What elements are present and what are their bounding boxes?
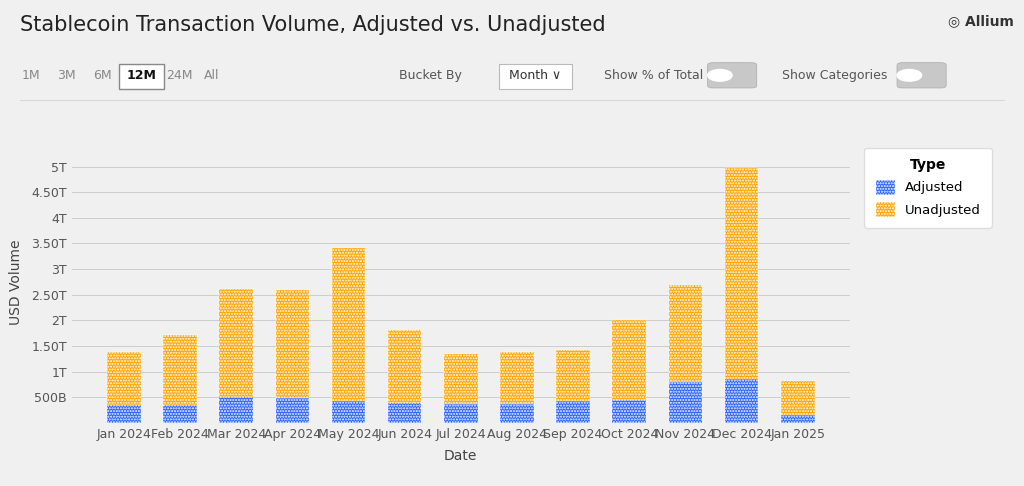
Text: Stablecoin Transaction Volume, Adjusted vs. Unadjusted: Stablecoin Transaction Volume, Adjusted …: [20, 15, 606, 35]
Bar: [725, 379, 759, 423]
Bar: [219, 397, 253, 423]
Bar: [612, 400, 646, 423]
Text: 12M: 12M: [126, 69, 157, 82]
Text: Bucket By: Bucket By: [398, 69, 462, 82]
Bar: [388, 330, 422, 403]
X-axis label: Date: Date: [444, 449, 477, 463]
Bar: [500, 352, 534, 404]
Bar: [219, 289, 253, 397]
Bar: [332, 247, 366, 401]
Bar: [444, 354, 477, 404]
Bar: [108, 352, 140, 405]
Bar: [556, 350, 590, 401]
Bar: [444, 404, 477, 423]
Text: Month ∨: Month ∨: [510, 69, 561, 82]
Text: Show % of Total: Show % of Total: [604, 69, 702, 82]
Bar: [612, 320, 646, 400]
Bar: [725, 168, 759, 379]
Bar: [669, 382, 702, 423]
Bar: [108, 405, 140, 423]
Bar: [163, 405, 197, 423]
Y-axis label: USD Volume: USD Volume: [9, 239, 23, 325]
Bar: [275, 398, 309, 423]
Bar: [332, 401, 366, 423]
Text: Show Categories: Show Categories: [782, 69, 887, 82]
Text: ◎ Allium: ◎ Allium: [948, 15, 1014, 29]
Bar: [781, 381, 814, 415]
Bar: [163, 335, 197, 405]
Bar: [500, 404, 534, 423]
Bar: [556, 401, 590, 423]
Bar: [388, 403, 422, 423]
Bar: [669, 285, 702, 382]
Text: 24M: 24M: [166, 69, 193, 82]
Legend: Adjusted, Unadjusted: Adjusted, Unadjusted: [864, 148, 991, 228]
Text: 6M: 6M: [93, 69, 112, 82]
Text: 1M: 1M: [22, 69, 40, 82]
Bar: [781, 415, 814, 423]
Text: 3M: 3M: [57, 69, 76, 82]
Bar: [275, 290, 309, 398]
Text: All: All: [204, 69, 220, 82]
